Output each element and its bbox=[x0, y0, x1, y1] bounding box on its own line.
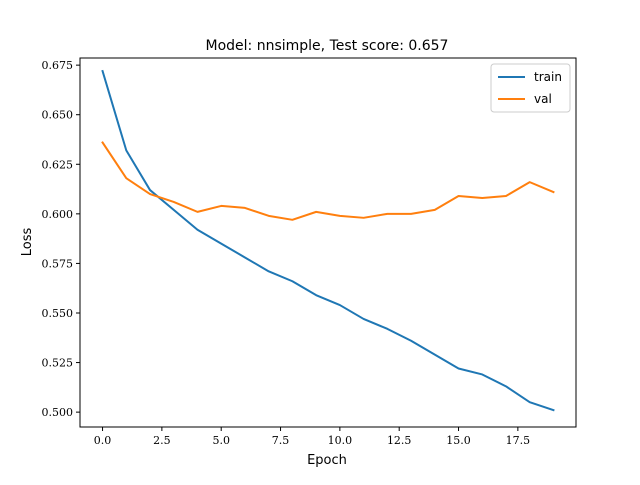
axes-layer: 0.0 2.5 5.0 7.5 10.0 12.5 15.0 17.5 0.500 0.525 0.… bbox=[42, 57, 577, 447]
legend-label-train: train bbox=[534, 70, 562, 84]
y-tick-label: 0.600 bbox=[42, 208, 74, 221]
series-layer bbox=[101, 69, 555, 412]
y-tick-label: 0.550 bbox=[42, 307, 74, 320]
y-tick-label: 0.500 bbox=[42, 406, 74, 419]
x-tick-label: 12.5 bbox=[387, 434, 412, 447]
x-tick-label: 0.0 bbox=[94, 434, 112, 447]
plot-frame bbox=[79, 57, 577, 428]
y-tick-label: 0.525 bbox=[42, 357, 74, 370]
x-tick-label: 2.5 bbox=[153, 434, 171, 447]
x-tick-label: 5.0 bbox=[212, 434, 230, 447]
series-line-train bbox=[101, 69, 555, 412]
x-axis-label: Epoch bbox=[307, 453, 347, 468]
y-axis-label: Loss bbox=[20, 228, 35, 257]
legend: train val bbox=[490, 63, 571, 113]
chart-title: Model: nnsimple, Test score: 0.657 bbox=[206, 38, 449, 54]
y-tick-label: 0.625 bbox=[42, 158, 74, 171]
x-tick-label: 17.5 bbox=[506, 434, 531, 447]
y-tick-label: 0.650 bbox=[42, 109, 74, 122]
y-tick-label: 0.575 bbox=[42, 257, 74, 270]
y-tick-label: 0.675 bbox=[42, 59, 74, 72]
x-tick-label: 7.5 bbox=[272, 434, 290, 447]
series-line-val bbox=[101, 141, 555, 221]
legend-label-val: val bbox=[534, 92, 552, 106]
x-tick-label: 10.0 bbox=[328, 434, 353, 447]
x-tick-label: 15.0 bbox=[446, 434, 471, 447]
